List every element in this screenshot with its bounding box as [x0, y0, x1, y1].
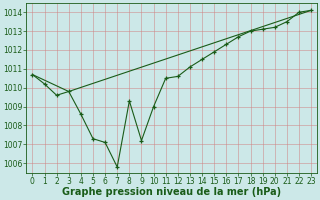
X-axis label: Graphe pression niveau de la mer (hPa): Graphe pression niveau de la mer (hPa)	[62, 187, 281, 197]
